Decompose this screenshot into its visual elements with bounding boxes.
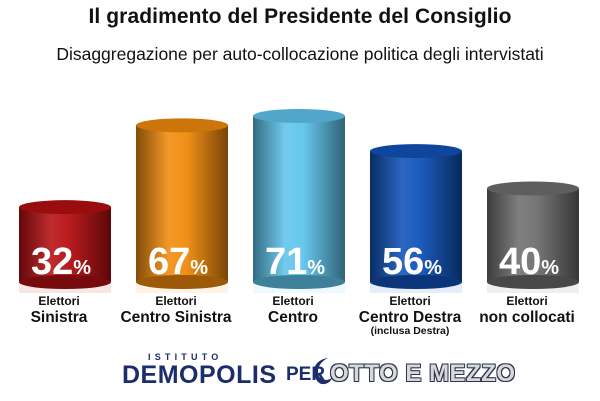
footer-logos: ISTITUTO DEMOPOLIS PER OTTO E MEZZO [0, 352, 600, 392]
category-label-line3: (inclusa Destra) [371, 325, 450, 337]
bar-base [253, 275, 345, 289]
swirl-logo-icon [313, 358, 332, 385]
category-label-line2: Sinistra [31, 309, 88, 326]
bar-top [370, 144, 462, 159]
category-label-line1: Elettori [506, 294, 547, 308]
bar-base [370, 275, 462, 289]
category-label-line1: Elettori [155, 294, 196, 308]
category-label-line1: Elettori [272, 294, 313, 308]
chart-subtitle: Disaggregazione per auto-collocazione po… [56, 44, 544, 64]
bar-body [19, 207, 111, 282]
category-label-line2: non collocati [479, 309, 575, 326]
bar-body [253, 116, 345, 282]
bar-top [487, 181, 579, 196]
otto-e-mezzo-logo: OTTO E MEZZO [330, 360, 516, 387]
bar-top [19, 200, 111, 215]
bar-base [19, 275, 111, 289]
category-label-line1: Elettori [389, 294, 430, 308]
category-label-line2: Centro Destra [359, 309, 462, 326]
bar-body [370, 151, 462, 282]
bar-top [253, 109, 345, 123]
value-label: 67% [148, 241, 208, 283]
value-label: 40% [499, 241, 559, 283]
demopolis-logo: DEMOPOLIS [122, 361, 277, 389]
value-label: 71% [265, 241, 325, 283]
bar-base [487, 275, 579, 289]
value-label: 56% [382, 241, 442, 283]
value-label: 32% [31, 241, 91, 283]
bar-top [136, 118, 228, 133]
category-label-line2: Centro [268, 309, 318, 326]
bar-base [136, 275, 228, 289]
chart-title: Il gradimento del Presidente del Consigl… [88, 5, 512, 28]
istituto-label: ISTITUTO [148, 352, 223, 362]
bar-body [136, 125, 228, 282]
category-label-line2: Centro Sinistra [120, 309, 231, 326]
bar-body [487, 188, 579, 282]
category-label-line1: Elettori [38, 294, 79, 308]
